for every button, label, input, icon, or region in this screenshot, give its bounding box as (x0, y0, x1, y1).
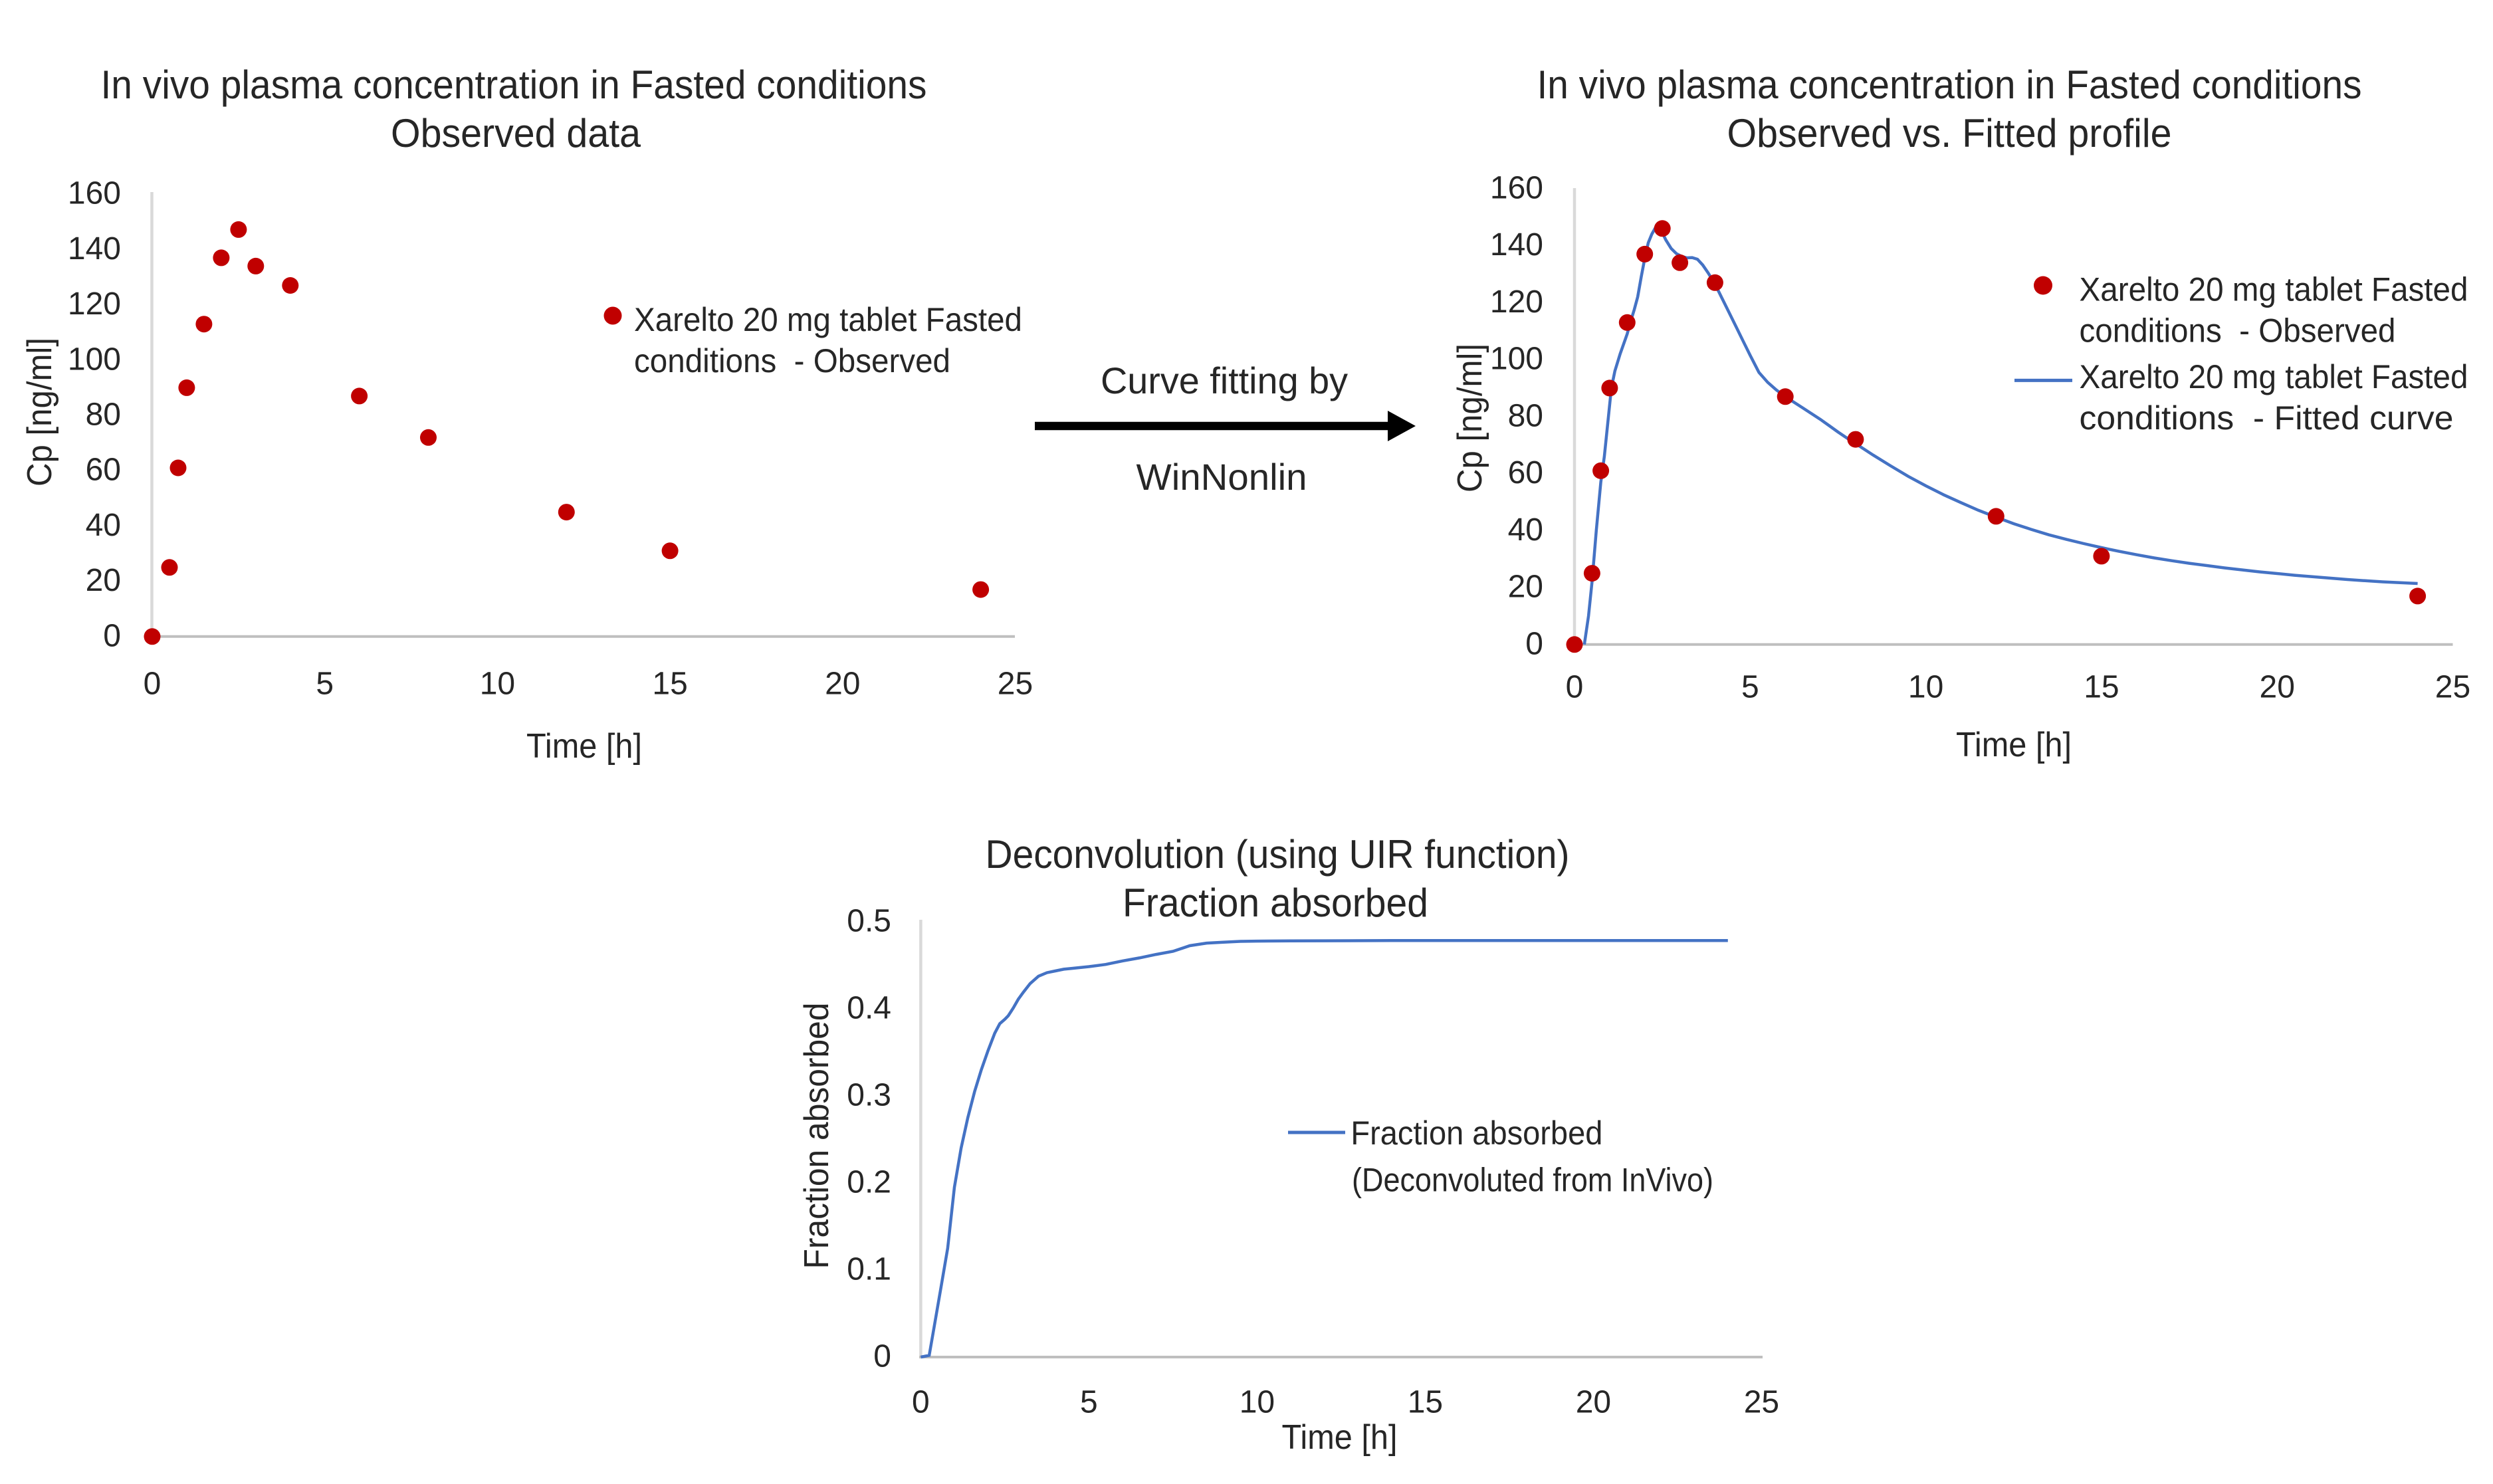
svg-text:0: 0 (1525, 626, 1543, 661)
svg-text:Time [h]: Time [h] (1956, 726, 2072, 764)
svg-text:100: 100 (1490, 342, 1543, 377)
svg-text:20: 20 (1508, 570, 1543, 605)
svg-text:5: 5 (1080, 1385, 1098, 1420)
svg-text:Cp [ng/ml]: Cp [ng/ml] (1451, 344, 1489, 492)
svg-text:Xarelto 20 mg tablet Fasted: Xarelto 20 mg tablet Fasted (634, 301, 1022, 338)
svg-text:In vivo plasma concentration i: In vivo plasma concentration in Fasted c… (101, 62, 927, 107)
svg-text:0.3: 0.3 (847, 1078, 891, 1113)
svg-text:15: 15 (2084, 670, 2119, 705)
svg-text:0.2: 0.2 (847, 1165, 891, 1200)
svg-text:60: 60 (86, 453, 121, 488)
svg-text:160: 160 (1490, 170, 1543, 205)
svg-text:0: 0 (1566, 670, 1584, 705)
svg-text:Xarelto 20 mg tablet Fasted: Xarelto 20 mg tablet Fasted (2080, 358, 2468, 395)
svg-text:5: 5 (1741, 670, 1759, 705)
svg-text:140: 140 (68, 231, 121, 266)
svg-text:0: 0 (873, 1339, 891, 1374)
svg-text:10: 10 (1908, 670, 1943, 705)
svg-text:In vivo plasma concentration i: In vivo plasma concentration in Fasted c… (1537, 62, 2362, 107)
svg-text:15: 15 (1408, 1385, 1443, 1420)
svg-text:140: 140 (1490, 227, 1543, 263)
svg-text:10: 10 (1240, 1385, 1275, 1420)
svg-text:Fraction absorbed: Fraction absorbed (1123, 881, 1428, 925)
svg-text:80: 80 (86, 397, 121, 433)
svg-text:Time [h]: Time [h] (526, 727, 642, 766)
svg-text:conditions - Observed: conditions - Observed (2080, 312, 2396, 350)
svg-text:(Deconvoluted from InVivo): (Deconvoluted from InVivo) (1352, 1162, 1713, 1199)
svg-text:20: 20 (86, 563, 121, 598)
svg-text:Deconvolution (using UIR funct: Deconvolution (using UIR function) (986, 832, 1570, 877)
svg-text:conditions - Observed: conditions - Observed (634, 342, 950, 379)
svg-text:0.4: 0.4 (847, 991, 891, 1026)
svg-text:25: 25 (2435, 670, 2470, 705)
svg-text:120: 120 (68, 286, 121, 322)
svg-text:Observed data: Observed data (391, 111, 641, 156)
svg-text:0: 0 (144, 667, 162, 702)
svg-text:25: 25 (1744, 1385, 1779, 1420)
svg-text:25: 25 (998, 667, 1033, 702)
svg-text:120: 120 (1490, 284, 1543, 320)
svg-text:20: 20 (1576, 1385, 1611, 1420)
svg-text:Xarelto 20 mg tablet Fasted: Xarelto 20 mg tablet Fasted (2080, 271, 2468, 308)
svg-text:WinNonlin: WinNonlin (1137, 456, 1307, 498)
svg-text:0.1: 0.1 (847, 1252, 891, 1287)
svg-text:0: 0 (912, 1385, 930, 1420)
svg-text:conditions - Fitted curve: conditions - Fitted curve (2080, 399, 2454, 437)
svg-text:100: 100 (68, 342, 121, 377)
svg-text:60: 60 (1508, 455, 1543, 490)
svg-text:80: 80 (1508, 398, 1543, 433)
svg-text:40: 40 (1508, 512, 1543, 548)
svg-text:0.5: 0.5 (847, 904, 891, 939)
svg-text:15: 15 (652, 667, 687, 702)
svg-text:40: 40 (86, 508, 121, 543)
svg-text:Observed vs. Fitted profile: Observed vs. Fitted profile (1727, 111, 2172, 156)
svg-text:Curve fitting by: Curve fitting by (1101, 360, 1348, 401)
svg-text:Fraction absorbed: Fraction absorbed (798, 1003, 836, 1269)
svg-text:10: 10 (480, 667, 515, 702)
svg-text:Fraction absorbed: Fraction absorbed (1351, 1114, 1602, 1152)
svg-text:20: 20 (2260, 670, 2295, 705)
svg-text:20: 20 (825, 667, 860, 702)
svg-text:Cp [ng/ml]: Cp [ng/ml] (21, 338, 59, 486)
svg-text:5: 5 (316, 667, 334, 702)
svg-text:Time [h]: Time [h] (1282, 1418, 1398, 1457)
svg-text:0: 0 (103, 618, 121, 653)
svg-text:160: 160 (68, 176, 121, 211)
